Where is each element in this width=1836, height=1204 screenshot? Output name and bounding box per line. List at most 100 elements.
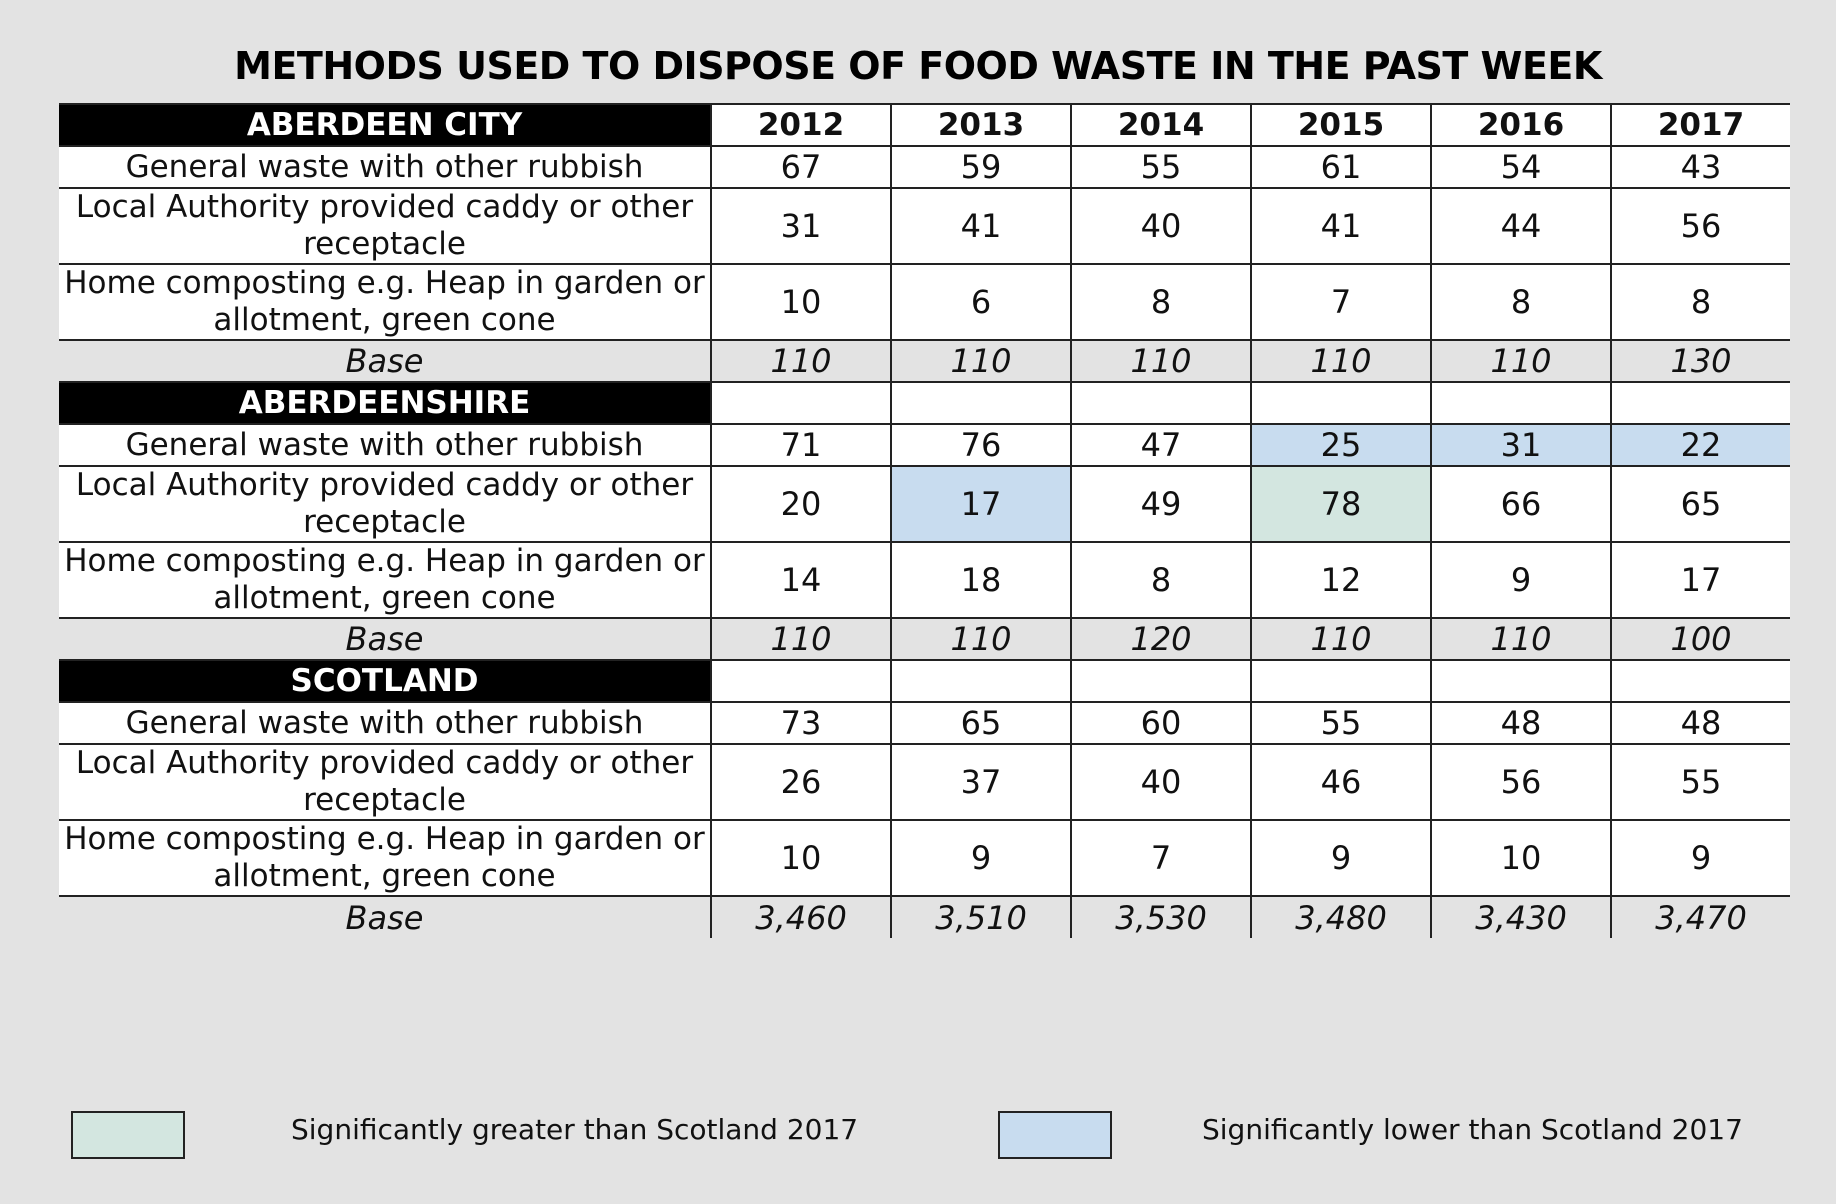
value-cell: 56 [1430, 743, 1611, 821]
value-cell: 10 [1430, 819, 1611, 897]
base-value-cell: 100 [1610, 617, 1790, 661]
value-cell: 55 [1250, 701, 1431, 745]
empty-cell [1610, 659, 1790, 703]
value-cell: 55 [1070, 145, 1251, 189]
table-row: Home composting e.g. Heap in garden or a… [59, 819, 1790, 897]
table-row: General waste with other rubbish 71 76 47 25… [59, 423, 1790, 467]
value-cell: 55 [1610, 743, 1790, 821]
base-row: Base 110 110 110 110 110 130 [59, 339, 1790, 383]
value-cell: 22 [1610, 423, 1790, 467]
row-label: Local Authority provided caddy or other … [59, 465, 711, 543]
value-cell: 7 [1070, 819, 1251, 897]
row-label: Local Authority provided caddy or other … [59, 187, 711, 265]
base-value-cell: 3,510 [890, 895, 1071, 938]
value-cell: 59 [890, 145, 1071, 189]
value-cell: 54 [1430, 145, 1611, 189]
base-value-cell: 3,480 [1250, 895, 1431, 938]
value-cell: 12 [1250, 541, 1431, 619]
value-cell: 20 [710, 465, 891, 543]
row-label: General waste with other rubbish [59, 423, 711, 467]
food-waste-table: ABERDEEN CITY 2012 2013 2014 2015 2016 2017 Gen… [59, 103, 1790, 938]
value-cell: 61 [1250, 145, 1431, 189]
value-cell: 44 [1430, 187, 1611, 265]
base-value-cell: 110 [1250, 339, 1431, 383]
row-label: Local Authority provided caddy or other … [59, 743, 711, 821]
value-cell: 31 [710, 187, 891, 265]
row-label: Home composting e.g. Heap in garden or a… [59, 819, 711, 897]
value-cell: 9 [1430, 541, 1611, 619]
column-header-year: 2017 [1610, 103, 1790, 147]
value-cell: 47 [1070, 423, 1251, 467]
value-cell: 43 [1610, 145, 1790, 189]
value-cell: 60 [1070, 701, 1251, 745]
column-header-year: 2012 [710, 103, 891, 147]
value-cell: 7 [1250, 263, 1431, 341]
value-cell: 8 [1070, 541, 1251, 619]
section-title: ABERDEENSHIRE [59, 381, 711, 425]
empty-cell [1250, 381, 1431, 425]
row-label: Home composting e.g. Heap in garden or a… [59, 263, 711, 341]
section-header-row: SCOTLAND [59, 659, 1790, 703]
value-cell: 18 [890, 541, 1071, 619]
base-value-cell: 110 [1430, 617, 1611, 661]
value-cell: 6 [890, 263, 1071, 341]
chart-title: METHODS USED TO DISPOSE OF FOOD WASTE IN… [234, 44, 1602, 88]
empty-cell [1070, 659, 1251, 703]
column-header-year: 2013 [890, 103, 1071, 147]
base-row: Base 3,460 3,510 3,530 3,480 3,430 3,470 [59, 895, 1790, 938]
base-value-cell: 120 [1070, 617, 1251, 661]
base-value-cell: 110 [890, 339, 1071, 383]
column-header-year: 2015 [1250, 103, 1431, 147]
legend-label-lower: Significantly lower than Scotland 2017 [1202, 1113, 1743, 1146]
table-row: Local Authority provided caddy or other … [59, 187, 1790, 265]
empty-cell [1070, 381, 1251, 425]
value-cell: 10 [710, 263, 891, 341]
empty-cell [1250, 659, 1431, 703]
value-cell: 17 [890, 465, 1071, 543]
value-cell: 9 [890, 819, 1071, 897]
base-value-cell: 3,430 [1430, 895, 1611, 938]
empty-cell [1430, 381, 1611, 425]
value-cell: 8 [1610, 263, 1790, 341]
row-label: General waste with other rubbish [59, 701, 711, 745]
value-cell: 41 [890, 187, 1071, 265]
value-cell: 37 [890, 743, 1071, 821]
value-cell: 9 [1610, 819, 1790, 897]
table-row: Home composting e.g. Heap in garden or a… [59, 541, 1790, 619]
value-cell: 73 [710, 701, 891, 745]
value-cell: 40 [1070, 187, 1251, 265]
base-value-cell: 110 [710, 617, 891, 661]
base-value-cell: 110 [890, 617, 1071, 661]
value-cell: 67 [710, 145, 891, 189]
base-value-cell: 110 [710, 339, 891, 383]
value-cell: 56 [1610, 187, 1790, 265]
legend-label-greater: Significantly greater than Scotland 2017 [291, 1113, 859, 1146]
base-label: Base [59, 339, 711, 383]
empty-cell [890, 659, 1071, 703]
base-row: Base 110 110 120 110 110 100 [59, 617, 1790, 661]
base-value-cell: 3,470 [1610, 895, 1790, 938]
value-cell: 65 [1610, 465, 1790, 543]
row-label: Home composting e.g. Heap in garden or a… [59, 541, 711, 619]
empty-cell [1430, 659, 1611, 703]
base-value-cell: 130 [1610, 339, 1790, 383]
value-cell: 31 [1430, 423, 1611, 467]
base-value-cell: 110 [1430, 339, 1611, 383]
column-header-year: 2016 [1430, 103, 1611, 147]
section-title: SCOTLAND [59, 659, 711, 703]
value-cell: 49 [1070, 465, 1251, 543]
value-cell: 8 [1070, 263, 1251, 341]
section-header-row: ABERDEEN CITY 2012 2013 2014 2015 2016 2017 [59, 103, 1790, 147]
legend-swatch-lower [998, 1111, 1112, 1159]
value-cell: 78 [1250, 465, 1431, 543]
table-row: General waste with other rubbish 67 59 55 61… [59, 145, 1790, 189]
value-cell: 14 [710, 541, 891, 619]
base-label: Base [59, 895, 711, 938]
base-label: Base [59, 617, 711, 661]
value-cell: 48 [1430, 701, 1611, 745]
value-cell: 48 [1610, 701, 1790, 745]
value-cell: 8 [1430, 263, 1611, 341]
value-cell: 46 [1250, 743, 1431, 821]
value-cell: 26 [710, 743, 891, 821]
base-value-cell: 110 [1250, 617, 1431, 661]
